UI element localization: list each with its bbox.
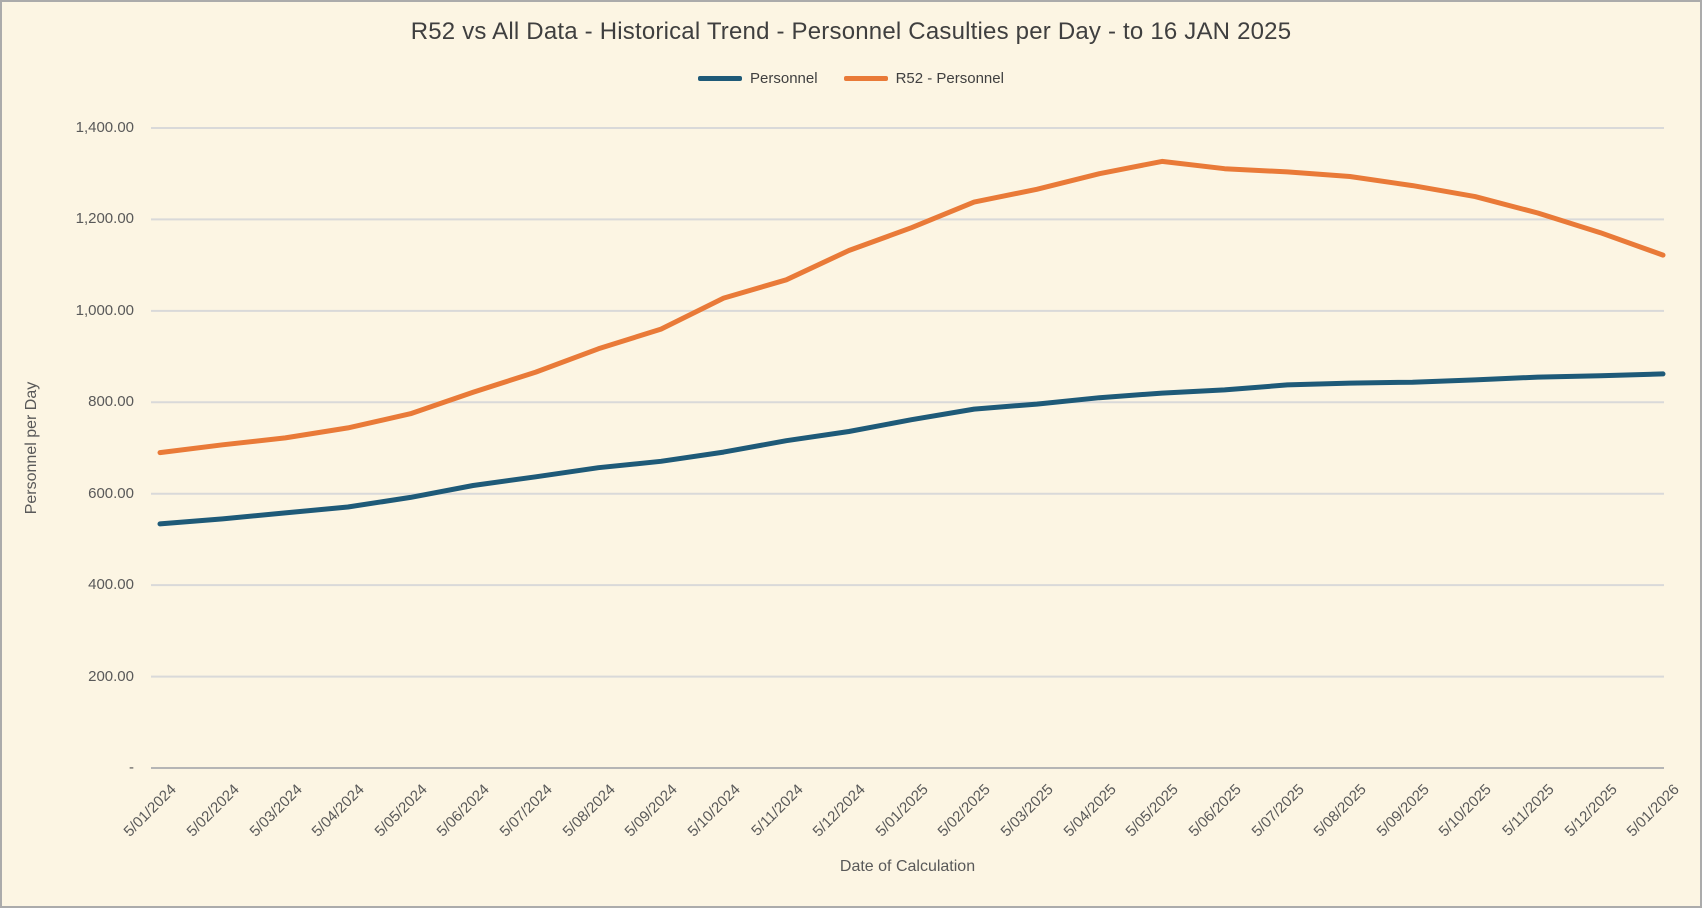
legend: Personnel R52 - Personnel xyxy=(2,70,1700,87)
legend-label-personnel: Personnel xyxy=(750,70,818,87)
y-tick-label: 800.00 xyxy=(88,393,134,411)
y-tick-label: 1,000.00 xyxy=(75,301,134,319)
chart-title: R52 vs All Data - Historical Trend - Per… xyxy=(410,18,1292,45)
y-tick-label: 600.00 xyxy=(88,484,134,502)
legend-swatch-personnel-icon xyxy=(698,76,743,81)
y-tick-label: 400.00 xyxy=(88,576,134,594)
legend-item-personnel[interactable]: Personnel xyxy=(698,70,818,87)
series-line-personnel[interactable] xyxy=(157,371,1666,527)
y-tick-label: 1,400.00 xyxy=(75,119,134,136)
legend-swatch-r52-personnel-icon xyxy=(843,76,888,81)
legend-label-r52-personnel: R52 - Personnel xyxy=(895,70,1004,87)
y-tick-label: 200.00 xyxy=(88,667,134,685)
x-axis-title: Date of Calculation xyxy=(839,858,976,875)
legend-item-r52-personnel[interactable]: R52 - Personnel xyxy=(843,70,1004,87)
y-tick-label: - xyxy=(129,759,134,776)
series-line-r52-personnel[interactable] xyxy=(157,158,1666,456)
y-tick-label: 1,200.00 xyxy=(75,210,134,228)
